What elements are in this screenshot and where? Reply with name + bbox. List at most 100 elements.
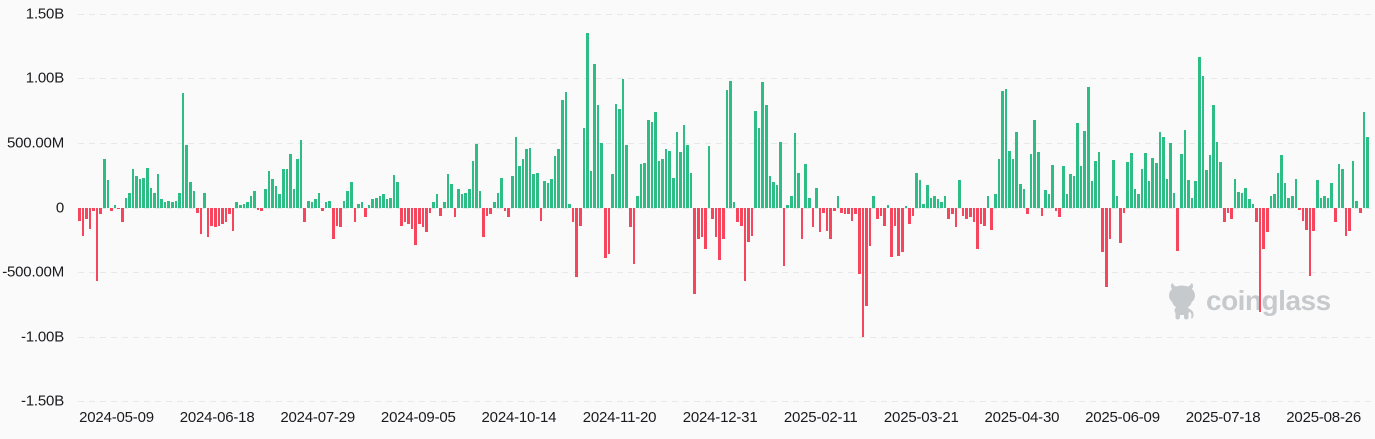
inflow-bar[interactable] bbox=[986, 195, 990, 208]
outflow-bar[interactable] bbox=[407, 207, 410, 225]
inflow-bar[interactable] bbox=[1033, 120, 1036, 208]
inflow-bar[interactable] bbox=[264, 189, 267, 208]
outflow-bar[interactable] bbox=[196, 207, 199, 213]
inflow-bar[interactable] bbox=[1008, 151, 1011, 208]
inflow-bar[interactable] bbox=[872, 195, 875, 208]
inflow-bar[interactable] bbox=[1276, 172, 1280, 208]
inflow-bar[interactable] bbox=[274, 185, 278, 208]
outflow-bar[interactable] bbox=[85, 207, 88, 220]
inflow-bar[interactable] bbox=[761, 82, 764, 208]
inflow-bar[interactable] bbox=[671, 177, 675, 208]
inflow-bar[interactable] bbox=[1215, 141, 1219, 208]
inflow-bar[interactable] bbox=[1001, 90, 1004, 208]
outflow-bar[interactable] bbox=[364, 207, 367, 218]
inflow-bar[interactable] bbox=[285, 169, 289, 208]
inflow-bar[interactable] bbox=[557, 148, 561, 208]
outflow-bar[interactable] bbox=[972, 207, 976, 223]
inflow-bar[interactable] bbox=[793, 132, 797, 208]
inflow-bar[interactable] bbox=[1090, 180, 1094, 208]
outflow-bar[interactable] bbox=[704, 207, 707, 250]
inflow-bar[interactable] bbox=[922, 204, 926, 208]
outflow-bar[interactable] bbox=[782, 207, 786, 266]
outflow-bar[interactable] bbox=[1101, 207, 1104, 253]
outflow-bar[interactable] bbox=[1223, 207, 1226, 223]
outflow-bar[interactable] bbox=[879, 207, 883, 216]
outflow-bar[interactable] bbox=[485, 207, 489, 216]
inflow-bar[interactable] bbox=[904, 205, 908, 208]
outflow-bar[interactable] bbox=[954, 207, 958, 228]
inflow-bar[interactable] bbox=[1065, 194, 1069, 208]
inflow-bar[interactable] bbox=[1201, 76, 1205, 208]
inflow-bar[interactable] bbox=[1237, 191, 1240, 208]
outflow-bar[interactable] bbox=[539, 207, 543, 221]
outflow-bar[interactable] bbox=[603, 207, 607, 259]
outflow-bar[interactable] bbox=[847, 207, 850, 215]
outflow-bar[interactable] bbox=[339, 207, 342, 228]
outflow-bar[interactable] bbox=[421, 207, 425, 228]
inflow-bar[interactable] bbox=[804, 164, 807, 208]
inflow-bar[interactable] bbox=[1094, 160, 1097, 208]
inflow-bar[interactable] bbox=[432, 202, 435, 208]
inflow-bar[interactable] bbox=[679, 152, 682, 208]
inflow-bar[interactable] bbox=[915, 172, 918, 208]
outflow-bar[interactable] bbox=[414, 207, 417, 246]
outflow-bar[interactable] bbox=[1176, 207, 1180, 251]
inflow-bar[interactable] bbox=[450, 183, 453, 208]
outflow-bar[interactable] bbox=[335, 207, 339, 226]
outflow-bar[interactable] bbox=[199, 207, 203, 235]
inflow-bar[interactable] bbox=[1112, 159, 1115, 208]
inflow-bar[interactable] bbox=[131, 169, 135, 208]
inflow-bar[interactable] bbox=[135, 175, 138, 208]
outflow-bar[interactable] bbox=[1358, 207, 1362, 213]
inflow-bar[interactable] bbox=[514, 136, 518, 208]
inflow-bar[interactable] bbox=[1172, 192, 1176, 208]
inflow-bar[interactable] bbox=[926, 185, 929, 208]
inflow-bar[interactable] bbox=[106, 179, 110, 208]
outflow-bar[interactable] bbox=[1301, 207, 1305, 221]
inflow-bar[interactable] bbox=[614, 103, 618, 208]
inflow-bar[interactable] bbox=[174, 200, 178, 208]
inflow-bar[interactable] bbox=[239, 204, 242, 208]
inflow-bar[interactable] bbox=[1180, 154, 1183, 208]
inflow-bar[interactable] bbox=[775, 185, 779, 208]
inflow-bar[interactable] bbox=[765, 105, 768, 208]
inflow-bar[interactable] bbox=[346, 190, 349, 208]
inflow-bar[interactable] bbox=[1162, 136, 1165, 208]
inflow-bar[interactable] bbox=[1326, 198, 1330, 208]
inflow-bar[interactable] bbox=[779, 141, 782, 208]
inflow-bar[interactable] bbox=[314, 199, 317, 208]
outflow-bar[interactable] bbox=[1262, 207, 1265, 250]
inflow-bar[interactable] bbox=[307, 200, 310, 208]
inflow-bar[interactable] bbox=[299, 140, 303, 208]
outflow-bar[interactable] bbox=[908, 207, 911, 225]
inflow-bar[interactable] bbox=[310, 202, 314, 208]
inflow-bar[interactable] bbox=[772, 181, 775, 208]
outflow-bar[interactable] bbox=[99, 207, 103, 215]
inflow-bar[interactable] bbox=[342, 200, 346, 208]
outflow-bar[interactable] bbox=[1305, 207, 1308, 230]
outflow-bar[interactable] bbox=[990, 207, 993, 230]
outflow-bar[interactable] bbox=[1104, 207, 1108, 288]
inflow-bar[interactable] bbox=[292, 189, 296, 208]
outflow-bar[interactable] bbox=[1058, 207, 1061, 218]
inflow-bar[interactable] bbox=[178, 192, 181, 208]
inflow-bar[interactable] bbox=[754, 111, 757, 208]
inflow-bar[interactable] bbox=[171, 202, 174, 208]
inflow-bar[interactable] bbox=[1187, 179, 1190, 208]
inflow-bar[interactable] bbox=[528, 147, 532, 208]
inflow-bar[interactable] bbox=[1290, 195, 1294, 208]
inflow-bar[interactable] bbox=[611, 174, 614, 208]
outflow-bar[interactable] bbox=[224, 207, 228, 223]
inflow-bar[interactable] bbox=[1283, 183, 1287, 208]
outflow-bar[interactable] bbox=[607, 207, 611, 255]
inflow-bar[interactable] bbox=[643, 162, 646, 208]
inflow-bar[interactable] bbox=[646, 120, 650, 208]
outflow-bar[interactable] bbox=[875, 207, 879, 220]
inflow-bar[interactable] bbox=[1366, 136, 1369, 208]
inflow-bar[interactable] bbox=[1061, 165, 1065, 208]
inflow-bar[interactable] bbox=[639, 164, 643, 208]
outflow-bar[interactable] bbox=[840, 207, 843, 213]
inflow-bar[interactable] bbox=[160, 199, 163, 208]
outflow-bar[interactable] bbox=[578, 207, 582, 226]
inflow-bar[interactable] bbox=[997, 159, 1001, 208]
